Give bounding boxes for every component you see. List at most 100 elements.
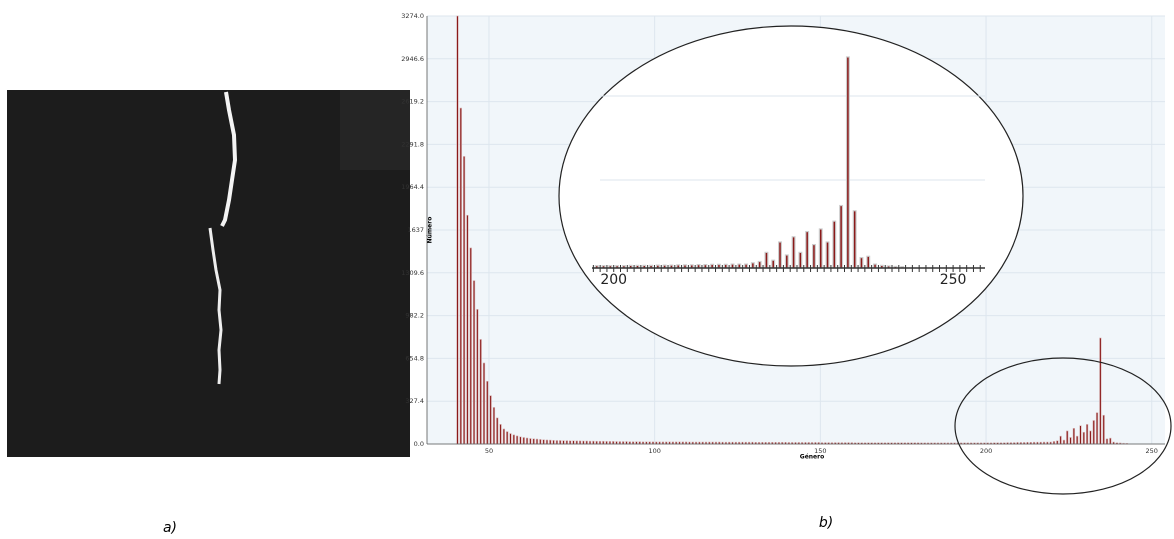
y-tick-label: 2291.8 <box>401 140 424 148</box>
bar <box>499 424 502 445</box>
bar <box>472 280 476 445</box>
x-tick-label: 50 <box>485 447 493 455</box>
bar <box>532 438 535 445</box>
bar <box>456 15 459 445</box>
inset-bar <box>825 241 830 269</box>
bar <box>1056 440 1059 445</box>
bar <box>582 440 585 445</box>
bar <box>595 440 598 445</box>
bar <box>492 407 496 445</box>
bar <box>1066 430 1069 445</box>
bar <box>585 440 588 445</box>
crack <box>208 227 223 385</box>
bar <box>1072 428 1075 445</box>
inset-bar <box>778 241 782 269</box>
bar <box>539 439 542 445</box>
caption: a) <box>163 520 177 536</box>
x-tick-label: 150 <box>814 447 826 455</box>
bar <box>522 437 525 445</box>
bar <box>575 440 578 445</box>
inset-bar <box>852 210 857 269</box>
bar <box>1062 439 1066 445</box>
zoom-ellipse <box>954 357 1172 495</box>
x-tick-label: 200 <box>980 447 992 455</box>
y-tick-label: 3274.0 <box>401 12 424 20</box>
bar <box>578 440 582 445</box>
inset-tick-label: 200 <box>600 272 627 288</box>
bar <box>1102 414 1105 445</box>
bar <box>535 438 539 445</box>
inset-bar <box>784 254 789 269</box>
inset-bar <box>839 204 844 269</box>
bar <box>545 439 549 445</box>
inset-bar <box>866 255 871 269</box>
x-axis-label: Género <box>800 454 824 461</box>
bar <box>542 439 545 445</box>
bar <box>1089 430 1092 445</box>
y-tick-label: 327.4 <box>405 397 424 405</box>
inset-bar <box>771 259 776 269</box>
bar <box>506 431 509 445</box>
image-shade <box>340 90 410 170</box>
bar <box>1079 425 1082 445</box>
bar <box>1076 435 1079 445</box>
inset-bar <box>832 220 837 269</box>
inset-bar <box>818 228 823 269</box>
bar <box>588 440 592 445</box>
bar <box>555 440 559 445</box>
y-tick-label: 982.2 <box>405 312 424 320</box>
y-tick-label: 654.8 <box>405 354 424 362</box>
bar <box>459 107 462 445</box>
bar <box>552 440 555 445</box>
inset-bar <box>859 256 864 269</box>
bar <box>462 156 466 445</box>
bar <box>1082 431 1085 445</box>
bar <box>1105 438 1109 445</box>
inset-bar <box>791 236 796 269</box>
inset-bar <box>757 260 762 269</box>
bar <box>549 439 552 445</box>
inset-bar <box>845 56 850 269</box>
bar <box>479 339 482 445</box>
bar <box>598 440 602 445</box>
bar <box>1109 437 1112 445</box>
bar <box>1095 412 1099 445</box>
bar <box>489 395 492 445</box>
bar <box>592 440 595 445</box>
bar <box>529 438 532 445</box>
bar <box>482 362 486 445</box>
bar <box>525 437 529 445</box>
bar <box>486 380 489 445</box>
y-tick-label: 1637 <box>407 226 424 234</box>
y-tick-label: 1964.4 <box>401 183 424 191</box>
inset-bar <box>798 251 803 269</box>
bar <box>476 309 479 445</box>
x-tick-label: 100 <box>648 447 660 455</box>
caption: b) <box>819 515 833 531</box>
bar <box>572 440 575 445</box>
bar <box>602 440 605 445</box>
bar <box>562 440 565 445</box>
bar <box>569 440 572 445</box>
bar <box>559 440 562 445</box>
inset-bar <box>764 251 769 269</box>
bar <box>565 440 568 445</box>
bar <box>1069 437 1072 445</box>
inset-bar <box>805 230 810 269</box>
bar <box>502 428 506 445</box>
bar <box>1092 420 1095 445</box>
bar <box>519 436 522 445</box>
y-tick-label: 2946.6 <box>401 55 424 63</box>
zoom-ellipse <box>558 25 1024 367</box>
y-axis-label: Número <box>427 217 434 244</box>
crack <box>220 91 238 227</box>
bar <box>516 435 519 445</box>
inset-bar <box>750 262 755 269</box>
inset-tick-label: 250 <box>940 272 967 288</box>
y-tick-label: 1309.6 <box>401 269 424 277</box>
bar <box>1085 424 1089 445</box>
bar <box>512 434 515 445</box>
bar <box>496 417 499 445</box>
